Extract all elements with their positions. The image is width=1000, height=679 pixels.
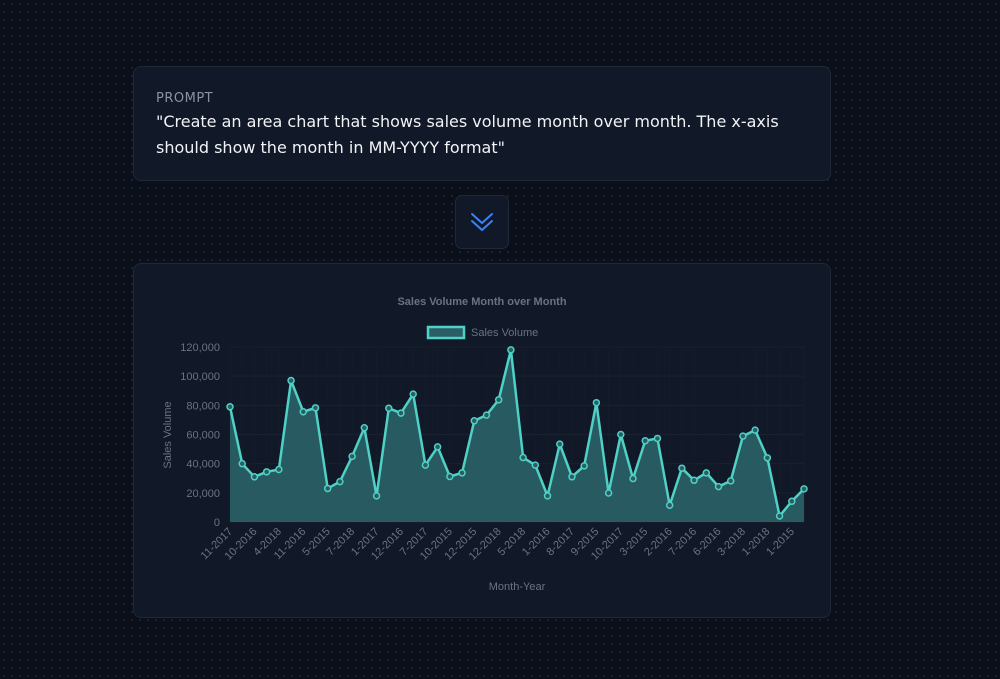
data-point xyxy=(702,469,711,477)
legend-swatch[interactable] xyxy=(426,325,466,340)
data-point xyxy=(311,404,320,412)
data-point xyxy=(336,477,344,486)
data-point xyxy=(299,408,308,416)
prompt-card: PROMPT "Create an area chart that shows … xyxy=(133,66,831,181)
data-point xyxy=(678,464,686,472)
data-point xyxy=(385,404,393,412)
data-point xyxy=(397,409,405,417)
data-point xyxy=(641,437,649,445)
y-tick-label: 20,000 xyxy=(186,488,220,500)
data-point xyxy=(531,461,540,469)
data-point xyxy=(580,462,588,470)
data-point xyxy=(629,474,637,483)
prompt-label: PROMPT xyxy=(156,91,214,106)
data-point xyxy=(275,465,283,474)
area-chart: Sales Volume Month over Month Sales Volu… xyxy=(162,296,808,593)
data-point xyxy=(287,376,295,385)
x-axis-title: Month-Year xyxy=(489,581,546,593)
y-tick-label: 40,000 xyxy=(186,459,220,471)
y-tick-label: 100,000 xyxy=(180,371,220,383)
data-point xyxy=(568,473,576,481)
data-point xyxy=(360,424,369,432)
y-tick-label: 120,000 xyxy=(180,342,220,354)
data-point xyxy=(372,492,381,500)
data-point xyxy=(323,484,332,493)
data-point xyxy=(421,461,430,469)
data-point xyxy=(543,492,552,500)
data-point xyxy=(409,390,417,398)
data-point xyxy=(458,469,466,477)
data-point xyxy=(482,411,491,419)
data-point xyxy=(592,398,601,407)
data-point xyxy=(226,403,234,411)
data-point xyxy=(617,430,625,439)
data-point xyxy=(763,454,772,462)
data-point xyxy=(653,434,662,443)
prompt-text: "Create an area chart that shows sales v… xyxy=(156,112,779,157)
data-point xyxy=(519,453,527,462)
y-tick-label: 0 xyxy=(214,517,220,529)
chart-title: Sales Volume Month over Month xyxy=(397,296,566,308)
x-tick-label: 1-2015 xyxy=(764,526,797,559)
chart-card: Sales Volume Month over Month Sales Volu… xyxy=(133,263,831,618)
data-point xyxy=(348,452,356,461)
data-point xyxy=(238,459,246,468)
data-point xyxy=(555,440,564,448)
data-point xyxy=(433,443,442,451)
data-point xyxy=(690,476,698,485)
data-point xyxy=(250,473,259,481)
chevron-double-down-icon xyxy=(471,213,493,232)
data-point xyxy=(507,346,515,354)
expand-button[interactable] xyxy=(455,195,509,249)
data-point xyxy=(494,396,503,404)
data-point xyxy=(446,472,454,481)
y-tick-label: 60,000 xyxy=(186,430,220,442)
data-point xyxy=(788,497,796,506)
legend-label[interactable]: Sales Volume xyxy=(471,327,538,339)
y-axis-title: Sales Volume xyxy=(162,401,174,468)
data-point xyxy=(604,489,613,497)
data-point xyxy=(470,417,479,425)
data-point xyxy=(665,501,674,509)
data-point xyxy=(726,477,735,485)
data-point xyxy=(775,512,784,520)
data-point xyxy=(262,468,271,476)
data-point xyxy=(751,426,759,434)
data-point xyxy=(739,432,747,440)
data-point xyxy=(800,485,808,493)
data-point xyxy=(714,482,723,491)
y-tick-label: 80,000 xyxy=(186,400,220,412)
